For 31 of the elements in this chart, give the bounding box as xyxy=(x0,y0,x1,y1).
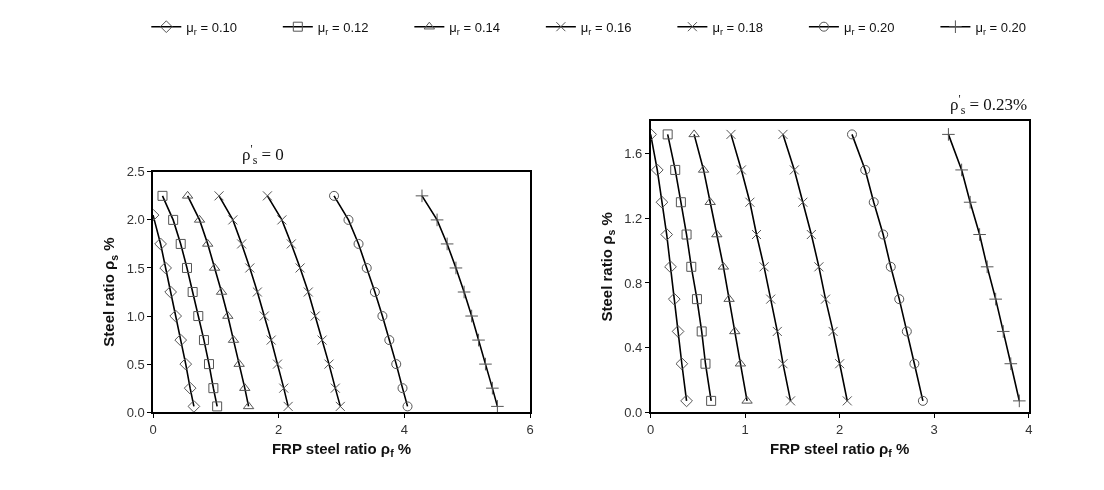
x-tick-label: 2 xyxy=(275,421,283,437)
x-tick-label: 0 xyxy=(149,421,157,437)
x-tick-label: 6 xyxy=(526,421,534,437)
legend-label: μ$_{r}$ = 0.20 xyxy=(843,19,895,37)
y-tick-label: 1.6 xyxy=(624,146,643,162)
x-axis-title: FRP steel ratio ρ$_{f}$ % xyxy=(271,440,412,460)
text: ρ$^{'}$$_{s}$ = 0.23% xyxy=(950,92,1028,117)
y-tick-label: 0.8 xyxy=(624,275,643,291)
y-tick-label: 1.2 xyxy=(624,210,643,226)
y-tick-label: 2.5 xyxy=(126,164,145,180)
y-tick-label: 0.0 xyxy=(126,404,145,420)
x-tick-label: 2 xyxy=(836,421,844,437)
legend-label: μ$_{r}$ = 0.14 xyxy=(449,19,500,37)
x-tick-label: 3 xyxy=(930,421,938,437)
y-tick-label: 0.5 xyxy=(126,356,145,372)
legend-label: μ$_{r}$ = 0.16 xyxy=(580,19,632,37)
x-axis-title: FRP steel ratio ρ$_{f}$ % xyxy=(770,440,910,460)
x-tick-label: 1 xyxy=(741,421,749,437)
legend-label: μ$_{r}$ = 0.20 xyxy=(975,19,1027,37)
y-tick-label: 1.5 xyxy=(126,260,145,276)
x-tick-label: 4 xyxy=(400,421,409,437)
y-tick-label: 0.0 xyxy=(624,404,643,420)
x-tick-label: 0 xyxy=(647,421,655,437)
y-tick-label: 2.0 xyxy=(126,212,145,228)
legend-label: μ$_{r}$ = 0.12 xyxy=(317,19,369,37)
x-tick-label: 4 xyxy=(1025,421,1033,437)
legend-label: μ$_{r}$ = 0.18 xyxy=(712,19,764,37)
y-tick-label: 1.0 xyxy=(126,308,145,324)
legend-label: μ$_{r}$ = 0.10 xyxy=(186,19,237,37)
y-tick-label: 0.4 xyxy=(624,340,643,356)
text: ρ$^{'}$$_{s}$ = 0 xyxy=(242,142,284,167)
